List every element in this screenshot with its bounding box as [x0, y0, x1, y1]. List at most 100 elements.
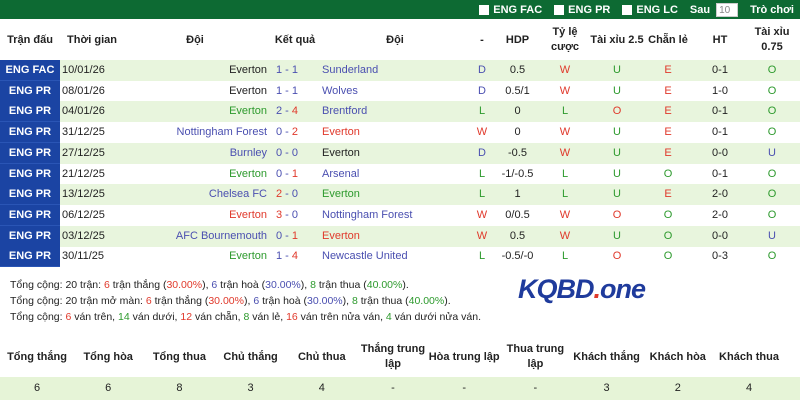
summary-segment: 4	[385, 311, 392, 323]
checkbox[interactable]	[622, 4, 633, 15]
match-row[interactable]: ENG PR 27/12/25 Burnley 0 - 0 Everton D …	[0, 142, 800, 164]
count-select[interactable]: 10	[716, 2, 739, 17]
league-badge[interactable]: ENG PR	[0, 101, 60, 123]
filter-eng-fac[interactable]: ENG FAC	[479, 4, 542, 16]
away-team[interactable]: Brentford	[322, 105, 368, 118]
summary-segment: ),	[300, 279, 311, 291]
halftime-score: 1-0	[712, 84, 728, 97]
summary-value-cell: 4	[745, 382, 753, 394]
away-team[interactable]: Nottingham Forest	[322, 208, 413, 221]
hdp: -1/-0.5	[501, 167, 534, 180]
away-team[interactable]: Everton	[322, 126, 360, 139]
result: W	[476, 229, 488, 242]
away-team[interactable]: Sunderland	[322, 64, 379, 76]
match-row[interactable]: ENG PR 21/12/25 Everton 0 - 1 Arsenal L …	[0, 163, 800, 185]
summary-segment: ván trên,	[71, 311, 118, 323]
match-row[interactable]: ENG PR 04/01/26 Everton 2 - 4 Brentford …	[0, 101, 800, 123]
score[interactable]: 2 - 0	[275, 188, 299, 201]
summary-segment: ván chẵn,	[192, 311, 244, 323]
summary-segment: 6	[145, 295, 152, 307]
league-badge[interactable]: ENG PR	[0, 80, 60, 102]
score[interactable]: 1 - 1	[275, 84, 299, 97]
league-badge[interactable]: ENG PR	[0, 142, 60, 164]
away-team[interactable]: Everton	[322, 188, 360, 201]
home-team[interactable]: AFC Bournemouth	[175, 229, 267, 242]
result: W	[476, 126, 488, 139]
league-badge[interactable]: ENG PR	[0, 122, 60, 144]
logo-dot: .	[593, 274, 601, 304]
score[interactable]: 3 - 0	[275, 208, 299, 221]
home-team[interactable]: Everton	[229, 105, 267, 118]
league-badge[interactable]: ENG PR	[0, 163, 60, 185]
home-team[interactable]: Everton	[229, 64, 267, 76]
filter-eng-lc[interactable]: ENG LC	[622, 4, 678, 16]
summary-segment: 30.00%	[265, 279, 301, 291]
filter-eng-pr[interactable]: ENG PR	[554, 4, 610, 16]
score[interactable]: 0 - 2	[275, 126, 299, 139]
ou25-result: O	[612, 250, 622, 263]
ou075-result: O	[767, 84, 777, 97]
hdp: -0.5/-0	[501, 250, 534, 263]
away-score: 0	[291, 208, 299, 221]
summary-segment: trận hoà (	[217, 279, 266, 291]
score[interactable]: 0 - 0	[275, 146, 299, 159]
result: L	[478, 167, 486, 180]
score[interactable]: 0 - 1	[275, 229, 299, 242]
ou25-result: U	[613, 229, 621, 242]
hdp: 0	[514, 105, 521, 118]
score[interactable]: 1 - 1	[275, 64, 299, 76]
checkbox[interactable]	[554, 4, 565, 15]
summary-header-cell: Chủ thắng	[223, 350, 278, 363]
halftime-score: 0-0	[712, 229, 728, 242]
home-team[interactable]: Everton	[229, 250, 267, 263]
home-team[interactable]: Everton	[229, 167, 267, 180]
odds-result: W	[559, 84, 571, 97]
match-row[interactable]: ENG PR 31/12/25 Nottingham Forest 0 - 2 …	[0, 122, 800, 144]
league-badge[interactable]: ENG PR	[0, 246, 60, 268]
match-row[interactable]: ENG PR 13/12/25 Chelsea FC 2 - 0 Everton…	[0, 184, 800, 206]
home-score: 1	[275, 250, 283, 263]
home-team[interactable]: Everton	[229, 208, 267, 221]
league-badge[interactable]: ENG PR	[0, 184, 60, 206]
home-team[interactable]: Everton	[229, 84, 267, 97]
score[interactable]: 1 - 4	[275, 250, 299, 263]
summary-segment: 6	[211, 279, 218, 291]
odds-result: L	[561, 167, 569, 180]
summary-segment: 30.00%	[307, 295, 343, 307]
summary-segment: 6	[65, 311, 72, 323]
ou25-result: U	[613, 188, 621, 201]
league-badge[interactable]: ENG FAC	[0, 60, 60, 81]
filter-label: ENG LC	[636, 3, 678, 16]
col-dash: -	[480, 33, 484, 46]
match-row[interactable]: ENG PR 08/01/26 Everton 1 - 1 Wolves D 0…	[0, 80, 800, 102]
summary-value-cell: -	[533, 382, 538, 394]
score[interactable]: 2 - 4	[275, 105, 299, 118]
home-team[interactable]: Chelsea FC	[208, 188, 267, 201]
match-row[interactable]: ENG FAC 10/01/26 Everton 1 - 1 Sunderlan…	[0, 60, 800, 81]
score[interactable]: 0 - 1	[275, 167, 299, 180]
league-badge[interactable]: ENG PR	[0, 225, 60, 247]
home-team[interactable]: Burnley	[229, 146, 267, 159]
away-team[interactable]: Everton	[322, 229, 360, 242]
summary-segment: 40.00%	[366, 279, 403, 291]
match-date: 06/12/25	[62, 208, 105, 221]
league-badge[interactable]: ENG PR	[0, 204, 60, 226]
away-team[interactable]: Wolves	[322, 84, 358, 97]
away-team[interactable]: Newcastle United	[322, 250, 408, 263]
halftime-score: 0-0	[712, 146, 728, 159]
summary-segment: 8	[243, 311, 250, 323]
home-score: 2	[275, 105, 283, 118]
summary-segment: ván lẻ,	[249, 311, 287, 323]
match-row[interactable]: ENG PR 06/12/25 Everton 3 - 0 Nottingham…	[0, 204, 800, 226]
away-team[interactable]: Everton	[322, 146, 360, 159]
odds-result: W	[559, 64, 571, 76]
summary-value-cell: 3	[247, 382, 254, 394]
match-row[interactable]: ENG PR 03/12/25 AFC Bournemouth 0 - 1 Ev…	[0, 225, 800, 247]
home-score: 1	[275, 64, 283, 76]
match-date: 04/01/26	[62, 105, 105, 118]
match-row[interactable]: ENG PR 30/11/25 Everton 1 - 4 Newcastle …	[0, 246, 800, 268]
checkbox[interactable]	[479, 4, 490, 15]
home-team[interactable]: Nottingham Forest	[176, 126, 267, 139]
col-ou25: Tài xỉu 2.5	[590, 33, 644, 46]
away-team[interactable]: Arsenal	[322, 167, 360, 180]
